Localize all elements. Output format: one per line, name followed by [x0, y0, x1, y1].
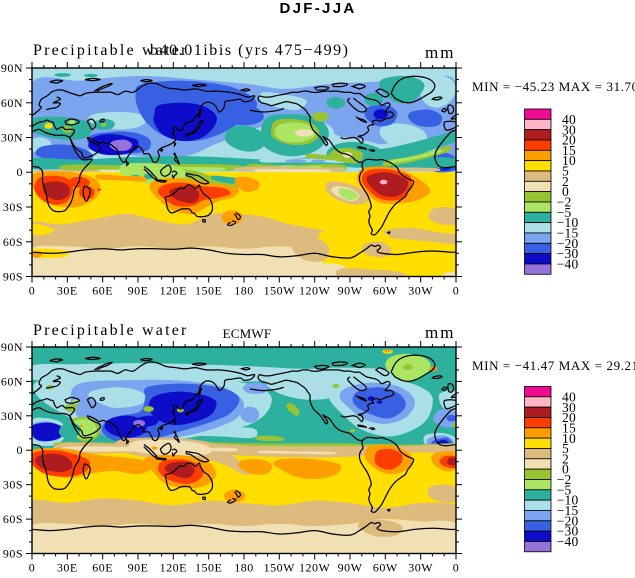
- svg-text:30: 30: [562, 400, 576, 415]
- svg-text:120W: 120W: [299, 561, 331, 575]
- svg-text:90E: 90E: [128, 284, 149, 298]
- svg-text:90N: 90N: [1, 61, 23, 75]
- svg-text:150W: 150W: [264, 284, 296, 298]
- svg-text:Precipitable water: Precipitable water: [33, 322, 189, 339]
- svg-text:mm: mm: [425, 43, 455, 62]
- svg-text:2: 2: [562, 174, 569, 189]
- svg-text:90W: 90W: [338, 284, 363, 298]
- svg-text:30N: 30N: [1, 409, 23, 423]
- svg-text:0: 0: [562, 462, 569, 477]
- svg-text:−15: −15: [557, 503, 579, 518]
- svg-text:60E: 60E: [92, 284, 113, 298]
- svg-text:15: 15: [562, 143, 576, 158]
- svg-text:180: 180: [234, 284, 254, 298]
- svg-text:120E: 120E: [160, 284, 187, 298]
- svg-text:15: 15: [562, 420, 576, 435]
- svg-text:−2: −2: [557, 472, 572, 487]
- svg-text:Precipitable water: Precipitable water: [33, 42, 189, 59]
- svg-text:30N: 30N: [1, 131, 23, 145]
- svg-text:60S: 60S: [3, 235, 23, 249]
- svg-text:60W: 60W: [373, 284, 398, 298]
- svg-text:30W: 30W: [408, 284, 433, 298]
- svg-text:0: 0: [29, 561, 36, 575]
- svg-text:150E: 150E: [195, 561, 222, 575]
- svg-text:60N: 60N: [1, 374, 23, 388]
- svg-text:180: 180: [234, 561, 254, 575]
- svg-text:30W: 30W: [408, 561, 433, 575]
- svg-text:ECMWF: ECMWF: [223, 326, 272, 341]
- svg-text:120E: 120E: [160, 561, 187, 575]
- svg-text:40: 40: [562, 389, 576, 404]
- svg-text:60E: 60E: [92, 561, 113, 575]
- svg-text:−20: −20: [557, 236, 579, 251]
- svg-text:0: 0: [453, 284, 460, 298]
- svg-text:90S: 90S: [3, 270, 23, 284]
- svg-text:30: 30: [562, 122, 576, 137]
- svg-text:2: 2: [562, 451, 569, 466]
- svg-text:90N: 90N: [1, 340, 23, 354]
- svg-text:30E: 30E: [57, 561, 78, 575]
- svg-text:90E: 90E: [128, 561, 149, 575]
- svg-text:150W: 150W: [264, 561, 296, 575]
- svg-text:−20: −20: [557, 513, 579, 528]
- svg-text:20: 20: [562, 133, 576, 148]
- svg-text:60N: 60N: [1, 96, 23, 110]
- svg-text:mm: mm: [425, 323, 455, 342]
- svg-text:−40: −40: [557, 257, 579, 272]
- svg-text:0: 0: [29, 284, 36, 298]
- svg-text:−30: −30: [557, 246, 579, 261]
- svg-text:60W: 60W: [373, 561, 398, 575]
- svg-text:0: 0: [17, 443, 24, 457]
- svg-text:−2: −2: [557, 195, 572, 210]
- svg-text:DJF-JJA: DJF-JJA: [280, 0, 357, 17]
- svg-text:150E: 150E: [195, 284, 222, 298]
- svg-text:30S: 30S: [3, 478, 23, 492]
- svg-text:30E: 30E: [57, 284, 78, 298]
- svg-text:10: 10: [562, 153, 576, 168]
- svg-text:−40: −40: [557, 534, 579, 549]
- svg-text:b40.01ibis (yrs 475−499): b40.01ibis (yrs 475−499): [150, 42, 350, 59]
- svg-text:0: 0: [17, 165, 24, 179]
- svg-text:5: 5: [562, 164, 569, 179]
- svg-text:MIN = −41.47 MAX = 29.21: MIN = −41.47 MAX = 29.21: [472, 358, 635, 373]
- svg-text:5: 5: [562, 441, 569, 456]
- svg-text:−10: −10: [557, 215, 579, 230]
- svg-text:0: 0: [453, 561, 460, 575]
- svg-text:10: 10: [562, 431, 576, 446]
- svg-text:90W: 90W: [338, 561, 363, 575]
- svg-text:90S: 90S: [3, 547, 23, 561]
- svg-text:MIN = −45.23 MAX = 31.70: MIN = −45.23 MAX = 31.70: [472, 79, 635, 94]
- svg-text:−30: −30: [557, 524, 579, 539]
- svg-text:60S: 60S: [3, 512, 23, 526]
- svg-text:40: 40: [562, 112, 576, 127]
- svg-text:0: 0: [562, 184, 569, 199]
- svg-text:−10: −10: [557, 493, 579, 508]
- svg-text:−5: −5: [557, 482, 572, 497]
- svg-text:−15: −15: [557, 226, 579, 241]
- svg-text:120W: 120W: [299, 284, 331, 298]
- svg-text:30S: 30S: [3, 200, 23, 214]
- svg-text:20: 20: [562, 410, 576, 425]
- svg-text:−5: −5: [557, 205, 572, 220]
